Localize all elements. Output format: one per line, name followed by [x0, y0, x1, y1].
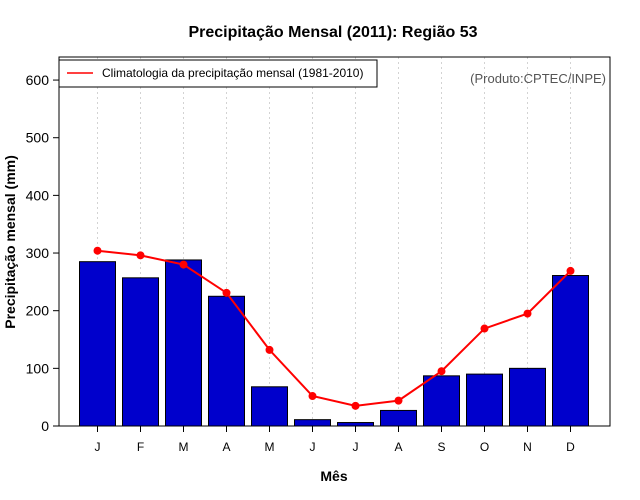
- bar: [552, 275, 589, 427]
- x-tick-label: D: [566, 440, 575, 454]
- legend-box: [58, 59, 378, 88]
- x-tick-label: N: [523, 440, 532, 454]
- y-tick-label: 200: [26, 303, 50, 319]
- climatology-point: [93, 246, 102, 255]
- x-tick-label: A: [394, 440, 402, 454]
- bar: [122, 277, 159, 427]
- climatology-line-layer: [93, 246, 575, 410]
- climatology-point: [222, 288, 231, 297]
- bar: [423, 375, 460, 427]
- y-tick-label: 600: [26, 72, 50, 88]
- plot-frame: [58, 56, 611, 427]
- climatology-point: [394, 396, 403, 405]
- y-tick-label: 0: [41, 418, 49, 434]
- grid-layer: [97, 57, 571, 426]
- x-tick-label: S: [437, 440, 445, 454]
- x-tick-label: J: [95, 440, 101, 454]
- legend: Climatologia da precipitação mensal (198…: [58, 59, 378, 88]
- climatology-point: [265, 345, 274, 354]
- x-tick-label: M: [179, 440, 189, 454]
- climatology-point: [566, 266, 575, 275]
- bar: [466, 373, 503, 427]
- source-note: (Produto:CPTEC/INPE): [470, 71, 606, 86]
- bar: [208, 295, 245, 427]
- climatology-point: [480, 324, 489, 333]
- x-tick-label: J: [353, 440, 359, 454]
- climatology-point: [523, 309, 532, 318]
- climatology-point: [308, 392, 317, 401]
- climatology-point: [179, 260, 188, 269]
- x-tick-label: F: [137, 440, 144, 454]
- climatology-line: [97, 249, 572, 407]
- climatology-point: [437, 367, 446, 376]
- bar: [380, 409, 417, 427]
- x-tick-label: O: [480, 440, 489, 454]
- bar: [79, 261, 116, 427]
- bar: [294, 419, 331, 427]
- bar: [337, 422, 374, 427]
- climatology-point: [136, 251, 145, 260]
- axis-layer: 0 100 200 300 400 500 600 J F M A M J J A S O N D: [26, 72, 576, 454]
- x-tick-label: A: [222, 440, 230, 454]
- x-tick-label: J: [310, 440, 316, 454]
- bar-layer: [79, 259, 589, 427]
- y-tick-label: 100: [26, 360, 50, 376]
- chart-title: Precipitação Mensal (2011): Região 53: [188, 24, 477, 41]
- x-axis-label: Mês: [320, 468, 347, 484]
- x-tick-label: M: [265, 440, 275, 454]
- bar: [165, 259, 202, 427]
- legend-label: Climatologia da precipitação mensal (198…: [102, 66, 363, 80]
- y-tick-label: 300: [26, 245, 50, 261]
- y-tick-label: 400: [26, 187, 50, 203]
- bar: [509, 367, 546, 427]
- climatology-point: [351, 401, 360, 410]
- y-tick-label: 500: [26, 130, 50, 146]
- bar: [251, 386, 288, 427]
- y-axis-label: Precipitação mensal (mm): [2, 155, 18, 329]
